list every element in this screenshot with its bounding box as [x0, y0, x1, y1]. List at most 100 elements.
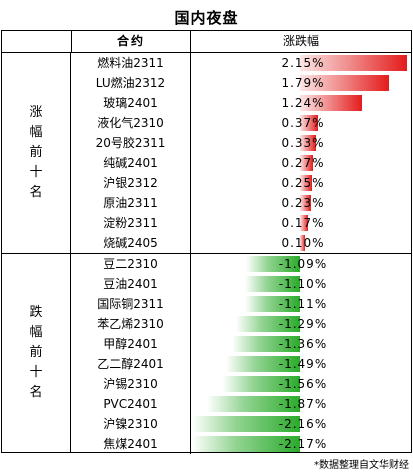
gain-bar: [300, 155, 313, 171]
change-value: 0.33%: [281, 136, 325, 150]
bottom-label-char: 前: [29, 345, 43, 360]
change-value: -1.49%: [278, 357, 328, 371]
contract-name: 乙二醇2401: [71, 354, 191, 374]
source-note: *数据整理自文华财经: [314, 460, 409, 471]
table-row: 乙二醇2401 -1.49%: [71, 354, 411, 374]
change-cell: -1.49%: [191, 354, 411, 374]
change-cell: -1.56%: [191, 374, 411, 394]
change-value: 0.17%: [281, 216, 325, 230]
table-row: PVC2401 -1.87%: [71, 394, 411, 414]
top-label-char: 幅: [29, 125, 43, 140]
change-value: -1.87%: [278, 397, 328, 411]
change-value: 1.79%: [281, 76, 325, 90]
top-gainers-group: 涨幅前十名 燃料油2311 2.15% LU燃油2312 1.79% 玻璃2401 1.2…: [2, 53, 411, 254]
bottom-label-char: 名: [29, 385, 43, 400]
gain-bar: [300, 95, 362, 111]
header-contract: 合约: [71, 31, 191, 52]
table-row: 原油2311 0.23%: [71, 193, 411, 213]
table-row: 国际铜2311 -1.11%: [71, 294, 411, 314]
table-row: 淀粉2311 0.17%: [71, 213, 411, 233]
gain-bar: [300, 235, 305, 251]
contract-name: 豆油2401: [71, 274, 191, 294]
change-value: 2.15%: [281, 56, 325, 70]
change-cell: 1.24%: [191, 93, 411, 113]
change-value: 0.10%: [281, 236, 325, 250]
contract-name: 纯碱2401: [71, 153, 191, 173]
loss-bar: [236, 316, 300, 332]
contract-name: 焦煤2401: [71, 434, 191, 454]
table-header: 合约 涨跌幅: [2, 31, 411, 53]
change-cell: -2.16%: [191, 414, 411, 434]
table-row: 纯碱2401 0.27%: [71, 153, 411, 173]
change-cell: -2.17%: [191, 434, 411, 454]
top-label-char: 名: [29, 185, 43, 200]
table-row: 20号胶2311 0.33%: [71, 133, 411, 153]
contract-name: 国际铜2311: [71, 294, 191, 314]
change-cell: -1.36%: [191, 334, 411, 354]
loss-bar: [192, 416, 300, 432]
table-row: LU燃油2312 1.79%: [71, 73, 411, 93]
table-row: 沪银2312 0.25%: [71, 173, 411, 193]
change-value: -1.36%: [278, 337, 328, 351]
table-row: 豆油2401 -1.10%: [71, 274, 411, 294]
table-row: 甲醇2401 -1.36%: [71, 334, 411, 354]
change-cell: 0.10%: [191, 233, 411, 253]
change-value: 1.24%: [281, 96, 325, 110]
top-losers-label: 跌幅前十名: [2, 254, 71, 452]
bottom-label-char: 十: [29, 365, 43, 380]
change-value: 0.25%: [281, 176, 325, 190]
change-value: -1.10%: [278, 277, 328, 291]
contract-name: 苯乙烯2310: [71, 314, 191, 334]
change-cell: 0.17%: [191, 213, 411, 233]
contract-name: PVC2401: [71, 394, 191, 414]
contract-name: LU燃油2312: [71, 73, 191, 93]
gain-bar: [300, 215, 308, 231]
table-row: 豆二2310 -1.09%: [71, 254, 411, 274]
contract-name: 淀粉2311: [71, 213, 191, 233]
loss-bar: [232, 336, 300, 352]
change-value: -2.16%: [278, 417, 328, 431]
change-value: 0.37%: [281, 116, 325, 130]
change-cell: 1.79%: [191, 73, 411, 93]
contract-name: 豆二2310: [71, 254, 191, 274]
top-losers-group: 跌幅前十名 豆二2310 -1.09% 豆油2401 -1.10% 国际铜2311 -1.…: [2, 254, 411, 454]
loss-bar: [246, 256, 300, 272]
table-row: 液化气2310 0.37%: [71, 113, 411, 133]
contract-name: 20号胶2311: [71, 133, 191, 153]
change-value: -1.29%: [278, 317, 328, 331]
contract-name: 甲醇2401: [71, 334, 191, 354]
gain-bar: [300, 115, 318, 131]
table-row: 沪镍2310 -2.16%: [71, 414, 411, 434]
page-title: 国内夜盘: [174, 9, 239, 27]
change-cell: 0.33%: [191, 133, 411, 153]
change-cell: -1.11%: [191, 294, 411, 314]
table-row: 烧碱2405 0.10%: [71, 233, 411, 253]
change-value: 0.23%: [281, 196, 325, 210]
table-row: 苯乙烯2310 -1.29%: [71, 314, 411, 334]
change-value: -1.56%: [278, 377, 328, 391]
contract-name: 燃料油2311: [71, 53, 191, 73]
change-cell: 0.23%: [191, 193, 411, 213]
table-row: 玻璃2401 1.24%: [71, 93, 411, 113]
contract-name: 沪银2312: [71, 173, 191, 193]
change-cell: -1.09%: [191, 254, 411, 274]
change-cell: -1.10%: [191, 274, 411, 294]
contract-name: 玻璃2401: [71, 93, 191, 113]
gain-bar: [300, 195, 311, 211]
table-row: 沪锡2310 -1.56%: [71, 374, 411, 394]
top-gainers-label: 涨幅前十名: [2, 53, 71, 253]
contract-name: 沪锡2310: [71, 374, 191, 394]
change-value: -1.11%: [278, 297, 328, 311]
change-cell: 0.27%: [191, 153, 411, 173]
header-change: 涨跌幅: [282, 34, 319, 48]
top-label-char: 十: [29, 165, 43, 180]
contract-name: 液化气2310: [71, 113, 191, 133]
top-label-char: 前: [29, 145, 43, 160]
gain-bar: [300, 55, 407, 71]
ranking-table: 合约 涨跌幅 涨幅前十名 燃料油2311 2.15% LU燃油2312 1.79% 玻璃…: [1, 30, 412, 454]
loss-bar: [226, 356, 300, 372]
gain-bar: [300, 175, 312, 191]
change-value: -1.09%: [278, 257, 328, 271]
top-label-char: 涨: [29, 105, 43, 120]
change-cell: -1.87%: [191, 394, 411, 414]
